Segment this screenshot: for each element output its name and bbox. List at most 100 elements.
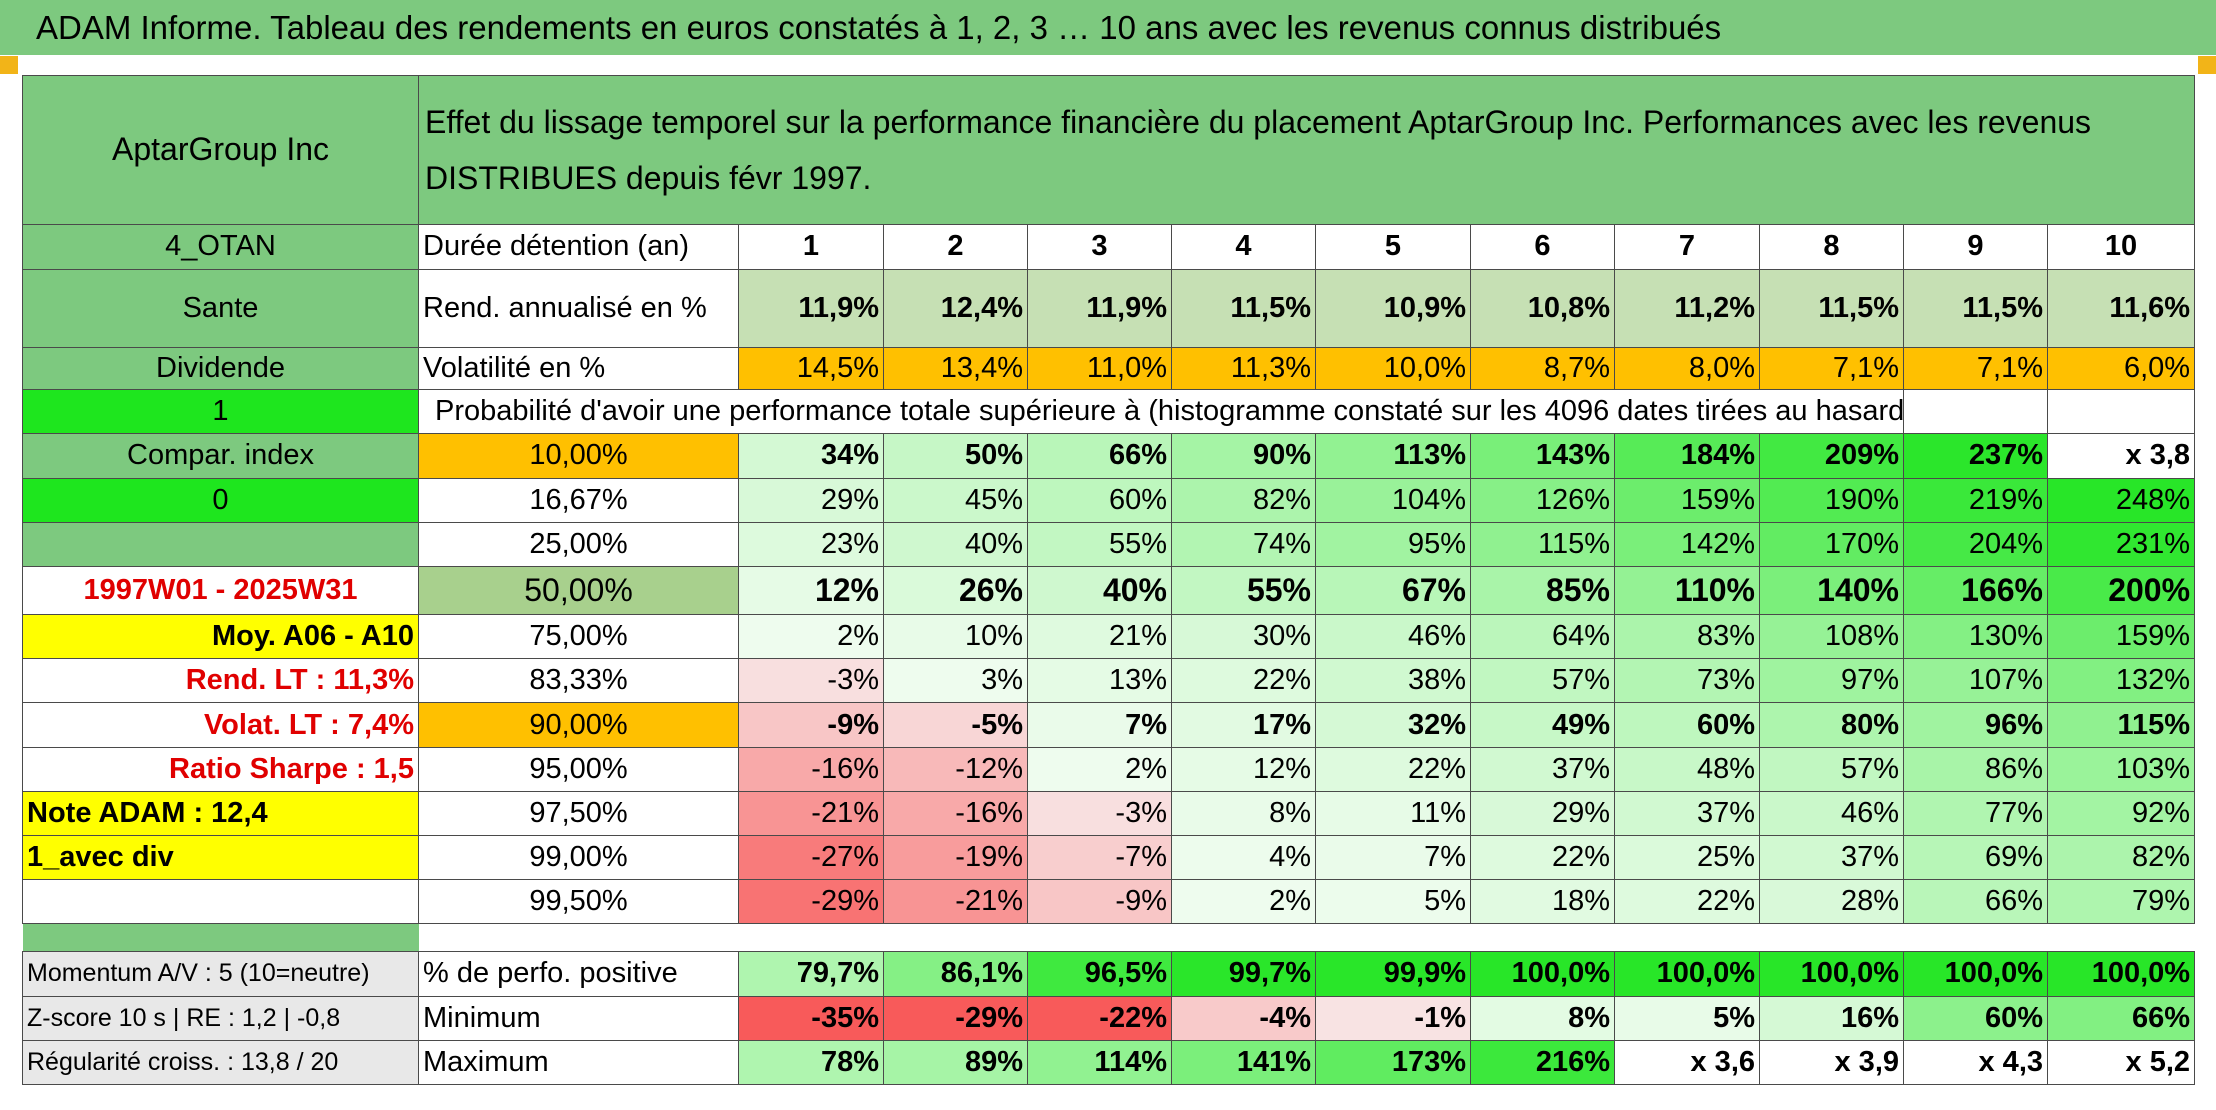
performance-cell: 80% [1759,702,1904,748]
performance-cell: 95% [1315,521,1471,567]
minimum-value: -4% [1171,995,1316,1041]
proba-row: Moy. A06 - A10 75,00% 2% 10% 21% 30% 46% 64% 83%… [22,614,2196,660]
side-moy: Moy. A06 - A10 [22,614,419,660]
performance-cell: 23% [738,521,884,567]
proba-row: Ratio Sharpe : 1,5 95,00% -16% -12% 2% 12% 22%… [22,746,2196,792]
performance-cell: 3% [883,658,1028,704]
rend-value: 11,6% [2046,268,2196,349]
rend-value: 11,5% [1759,268,1904,349]
side-rend-lt: Rend. LT : 11,3% [22,658,419,704]
performance-cell: 45% [883,477,1028,523]
performance-cell: 248% [2046,477,2196,523]
performance-cell: 110% [1614,565,1760,616]
gap-cell [419,924,2195,952]
proba-row: 1_avec div 99,00% -27% -19% -7% 4% 7% 22% 25% 37%… [22,834,2196,881]
rend-value: 11,2% [1614,268,1760,349]
performance-cell: 2% [738,614,884,660]
performance-cell: 159% [1614,477,1760,523]
sector-label: Sante [22,268,419,349]
positive-value: 100,0% [2046,951,2196,997]
year-header: 3 [1027,223,1172,270]
rend-value: 12,4% [883,268,1028,349]
rend-value: 11,9% [1027,268,1172,349]
performance-cell: 49% [1470,702,1615,748]
performance-cell: -19% [883,834,1028,881]
proba-row: Volat. LT : 7,4% 90,00% -9% -5% 7% 17% 32% 49% 6… [22,702,2196,748]
maximum-value: 114% [1027,1039,1172,1086]
year-header: 2 [883,223,1028,270]
maximum-value: 216% [1470,1039,1615,1086]
maximum-value: x 3,9 [1759,1039,1904,1086]
performance-cell: 60% [1614,702,1760,748]
performance-cell: 69% [1903,834,2048,881]
performance-cell: -27% [738,834,884,881]
positive-value: 100,0% [1614,951,1760,997]
performance-cell: -7% [1027,834,1172,881]
performance-cell: -5% [883,702,1028,748]
performance-cell: 107% [1903,658,2048,704]
volat-value: 8,7% [1470,347,1615,391]
maximum-value: x 4,3 [1903,1039,2048,1086]
side-compar: Compar. index [22,433,419,479]
duree-label: Durée détention (an) [418,223,739,270]
dividend-label: Dividende [22,347,419,391]
performance-cell: 92% [2046,790,2196,836]
minimum-label: Minimum [418,995,739,1041]
performance-cell: 30% [1171,614,1316,660]
maximum-value: 141% [1171,1039,1316,1086]
performance-cell: 22% [1470,834,1615,881]
volat-value: 13,4% [883,347,1028,391]
maximum-value: 89% [883,1039,1028,1086]
performance-cell: 115% [1470,521,1615,567]
performance-cell: -21% [883,879,1028,925]
performance-cell: 55% [1171,565,1316,616]
minimum-value: 60% [1903,995,2048,1041]
years-row: 4_OTAN Durée détention (an) 1 2 3 4 5 6 7 8 9 10 [22,223,2196,270]
positive-value: 99,9% [1315,951,1471,997]
side-sharpe: Ratio Sharpe : 1,5 [22,746,419,792]
maximum-value: 173% [1315,1039,1471,1086]
gap-green-cell [22,923,419,952]
performance-cell: x 3,8 [2046,433,2196,479]
year-header: 9 [1903,223,2048,270]
minimum-value: 8% [1470,995,1615,1041]
maximum-value: 78% [738,1039,884,1086]
probability-threshold: 10,00% [418,433,739,479]
maximum-value: x 5,2 [2046,1039,2196,1086]
proba-row: Rend. LT : 11,3% 83,33% -3% 3% 13% 22% 38% 57% 7… [22,658,2196,704]
positive-value: 79,7% [738,951,884,997]
proba-row: Note ADAM : 12,4 97,50% -21% -16% -3% 8% 11% 29… [22,790,2196,836]
positive-value: 99,7% [1171,951,1316,997]
performance-cell: 22% [1315,746,1471,792]
positive-row: Momentum A/V : 5 (10=neutre)% de perfo. … [22,951,2196,997]
performance-cell: 219% [1903,477,2048,523]
probability-threshold: 95,00% [418,746,739,792]
performance-cell: -16% [883,790,1028,836]
year-header: 8 [1759,223,1904,270]
performance-cell: -9% [738,702,884,748]
performance-cell: 142% [1614,521,1760,567]
performance-cell: 96% [1903,702,2048,748]
performance-cell: 209% [1759,433,1904,479]
side-volat-lt: Volat. LT : 7,4% [22,702,419,748]
probability-threshold: 97,50% [418,790,739,836]
rend-value: 10,9% [1315,268,1471,349]
performance-cell: 11% [1315,790,1471,836]
rend-value: 11,5% [1903,268,2048,349]
zscore-label: Z-score 10 s | RE : 1,2 | -0,8 [22,995,419,1041]
performance-cell: 79% [2046,879,2196,925]
performance-cell: 66% [1903,879,2048,925]
performance-cell: 7% [1315,834,1471,881]
performance-cell: -21% [738,790,884,836]
probability-threshold: 50,00% [418,565,739,616]
performance-cell: 46% [1315,614,1471,660]
otan-label: 4_OTAN [22,223,419,270]
performance-cell: 170% [1759,521,1904,567]
proba-row: 99,50% -29% -21% -9% 2% 5% 18% 22% 28% 66% 79% [22,879,2196,925]
performance-cell: 55% [1027,521,1172,567]
one-label: 1 [22,389,419,435]
report-description: Effet du lissage temporel sur la perform… [417,75,2196,225]
side-period: 1997W01 - 2025W31 [22,565,419,616]
performance-cell: 46% [1759,790,1904,836]
positive-value: 100,0% [1470,951,1615,997]
